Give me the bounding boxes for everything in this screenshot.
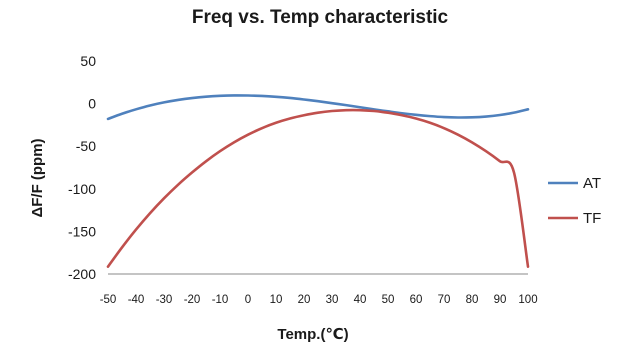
x-tick-label: 50 <box>382 294 395 306</box>
y-tick-labels: 50 0 -50 -100 -150 -200 <box>68 53 96 282</box>
y-tick-label: -200 <box>68 266 96 282</box>
x-tick-label: -20 <box>184 294 201 306</box>
x-tick-label: 0 <box>245 294 251 306</box>
x-tick-label: -50 <box>100 294 117 306</box>
y-tick-label: -50 <box>76 138 96 154</box>
chart-title: Freq vs. Temp characteristic <box>192 7 449 28</box>
x-tick-label: 90 <box>494 294 507 306</box>
y-tick-label: -100 <box>68 181 96 197</box>
x-tick-label: -40 <box>128 294 145 306</box>
x-tick-label: 100 <box>518 294 537 306</box>
x-tick-label: 40 <box>354 294 367 306</box>
y-tick-label: -150 <box>68 223 96 239</box>
x-tick-label: 20 <box>298 294 311 306</box>
x-tick-labels: -50 -40 -30 -20 -10 0 10 20 30 40 50 60 70 80 90 100 <box>100 294 538 306</box>
series-line-at <box>106 94 530 121</box>
x-tick-label: -10 <box>212 294 229 306</box>
y-axis-title: ΔF/F (ppm) <box>29 138 46 217</box>
x-tick-label: 10 <box>270 294 283 306</box>
y-tick-label: 0 <box>88 96 96 112</box>
legend: AT TF <box>548 175 601 227</box>
series-lines <box>106 94 530 268</box>
y-tick-label: 50 <box>80 53 96 69</box>
legend-label-tf: TF <box>583 210 601 227</box>
x-tick-label: 60 <box>410 294 423 306</box>
x-tick-label: 80 <box>466 294 479 306</box>
x-tick-label: 70 <box>438 294 451 306</box>
x-tick-label: -30 <box>156 294 173 306</box>
legend-label-at: AT <box>583 175 601 192</box>
series-line-tf <box>106 108 530 268</box>
x-tick-label: 30 <box>326 294 339 306</box>
x-axis-title: Temp.(℃) <box>277 326 348 343</box>
